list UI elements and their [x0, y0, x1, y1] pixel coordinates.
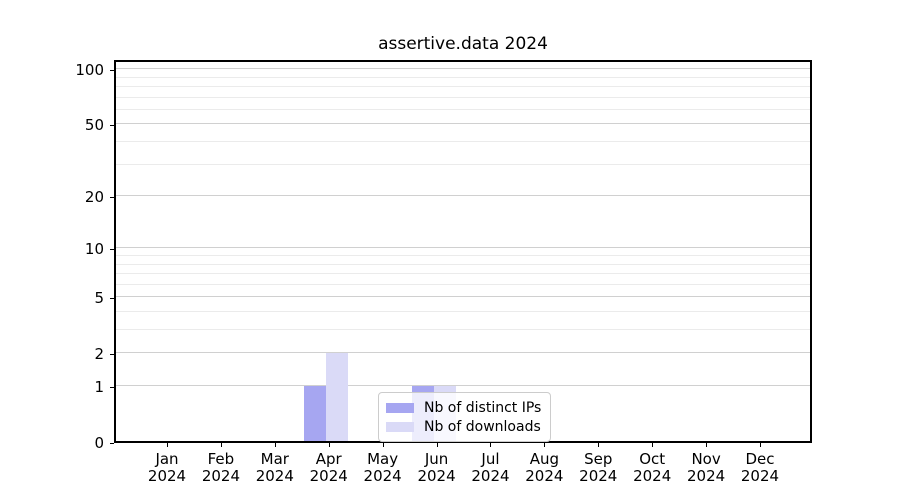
x-tick-label: May 2024 — [353, 451, 413, 485]
x-tick-year: 2024 — [417, 467, 456, 485]
gridline-minor — [115, 283, 811, 285]
legend-swatch — [386, 402, 414, 413]
gridline-minor — [115, 311, 811, 312]
x-tick-label: Dec 2024 — [730, 451, 790, 485]
x-tick-year: 2024 — [201, 467, 240, 485]
y-tick-label: 100 — [75, 61, 104, 80]
gridline-minor — [115, 263, 811, 265]
x-tick-year: 2024 — [633, 467, 672, 485]
x-tick-mark — [544, 443, 546, 447]
gridline-minor — [115, 163, 811, 165]
x-tick-label: Jan 2024 — [137, 451, 197, 485]
x-tick-year: 2024 — [471, 467, 510, 485]
y-tick-mark — [110, 297, 114, 299]
gridline-minor — [115, 255, 811, 256]
x-tick-label: Jun 2024 — [407, 451, 467, 485]
x-tick-year: 2024 — [686, 467, 726, 485]
gridline-minor — [115, 86, 811, 88]
gridline-minor — [115, 141, 811, 143]
gridline-major — [115, 195, 811, 197]
gridline-minor — [115, 273, 811, 275]
x-tick-mark — [328, 443, 330, 447]
y-tick-mark — [110, 386, 114, 388]
bar-nb-of-downloads — [325, 353, 348, 442]
x-tick-label: Aug 2024 — [514, 451, 574, 485]
legend-item: Nb of downloads — [386, 417, 541, 436]
x-tick-label: Feb 2024 — [191, 451, 251, 485]
x-tick-month: Mar — [260, 450, 289, 468]
x-tick-month: Aug — [529, 450, 559, 468]
x-tick-month: May — [367, 450, 399, 468]
legend: Nb of distinct IPs Nb of downloads — [378, 392, 552, 442]
x-tick-mark — [382, 443, 384, 447]
x-tick-label: Oct 2024 — [622, 451, 682, 485]
y-tick-label: 1 — [94, 378, 104, 396]
x-tick-mark — [652, 443, 654, 447]
x-tick-year: 2024 — [147, 467, 187, 485]
chart-title: assertive.data 2024 — [378, 34, 548, 54]
x-tick-year: 2024 — [579, 467, 618, 485]
legend-item: Nb of distinct IPs — [386, 398, 541, 417]
x-tick-label: Jul 2024 — [460, 451, 520, 485]
x-tick-month: Jun — [424, 450, 449, 468]
bar-nb-of-distinct-ips — [303, 386, 326, 442]
gridline-major — [115, 352, 811, 354]
x-tick-month: Jul — [481, 450, 500, 468]
x-tick-label: Apr 2024 — [299, 451, 359, 485]
x-tick-mark — [167, 443, 168, 447]
legend-swatch — [386, 421, 414, 432]
gridline-minor — [115, 96, 811, 98]
gridline-major — [115, 296, 811, 298]
gridline-minor — [115, 108, 811, 110]
x-tick-mark — [706, 443, 708, 447]
y-tick-mark — [110, 196, 114, 198]
gridline-minor — [115, 76, 811, 78]
x-tick-month: Nov — [691, 450, 721, 468]
y-tick-label: 5 — [94, 289, 104, 308]
plot-area — [114, 60, 812, 443]
y-tick-mark — [110, 69, 114, 71]
x-tick-month: Oct — [639, 450, 666, 468]
x-tick-mark — [436, 443, 438, 447]
x-tick-year: 2024 — [525, 467, 564, 485]
x-tick-month: Sep — [584, 450, 613, 468]
x-tick-mark — [274, 443, 276, 447]
gridline-major — [115, 247, 811, 249]
x-tick-month: Dec — [745, 450, 775, 468]
x-tick-label: Sep 2024 — [568, 451, 628, 485]
y-tick-mark — [110, 353, 114, 355]
legend-item-label: Nb of distinct IPs — [424, 399, 542, 416]
y-tick-mark — [110, 442, 114, 444]
x-tick-label: Mar 2024 — [245, 451, 305, 485]
x-tick-mark — [220, 443, 222, 447]
x-tick-year: 2024 — [309, 467, 348, 485]
x-tick-mark — [598, 443, 600, 447]
legend-item-label: Nb of downloads — [424, 418, 541, 435]
gridline-major — [115, 123, 811, 125]
gridline-minor — [115, 329, 811, 331]
y-tick-mark — [110, 124, 114, 126]
y-tick-mark — [110, 248, 114, 250]
x-tick-label: Nov 2024 — [676, 451, 736, 485]
y-tick-label: 2 — [94, 345, 104, 364]
x-tick-mark — [759, 443, 761, 447]
x-tick-year: 2024 — [255, 467, 294, 485]
x-tick-month: Apr — [315, 450, 342, 468]
x-tick-year: 2024 — [740, 467, 780, 485]
y-tick-label: 0 — [94, 434, 104, 452]
x-tick-mark — [490, 443, 492, 447]
x-tick-year: 2024 — [363, 467, 402, 485]
y-tick-label: 20 — [84, 188, 104, 207]
x-tick-month: Jan — [155, 450, 179, 468]
y-tick-label: 50 — [84, 116, 104, 135]
gridline-major — [115, 385, 811, 387]
y-tick-label: 10 — [84, 240, 104, 259]
gridline-major — [115, 68, 811, 70]
x-tick-month: Feb — [207, 450, 235, 468]
